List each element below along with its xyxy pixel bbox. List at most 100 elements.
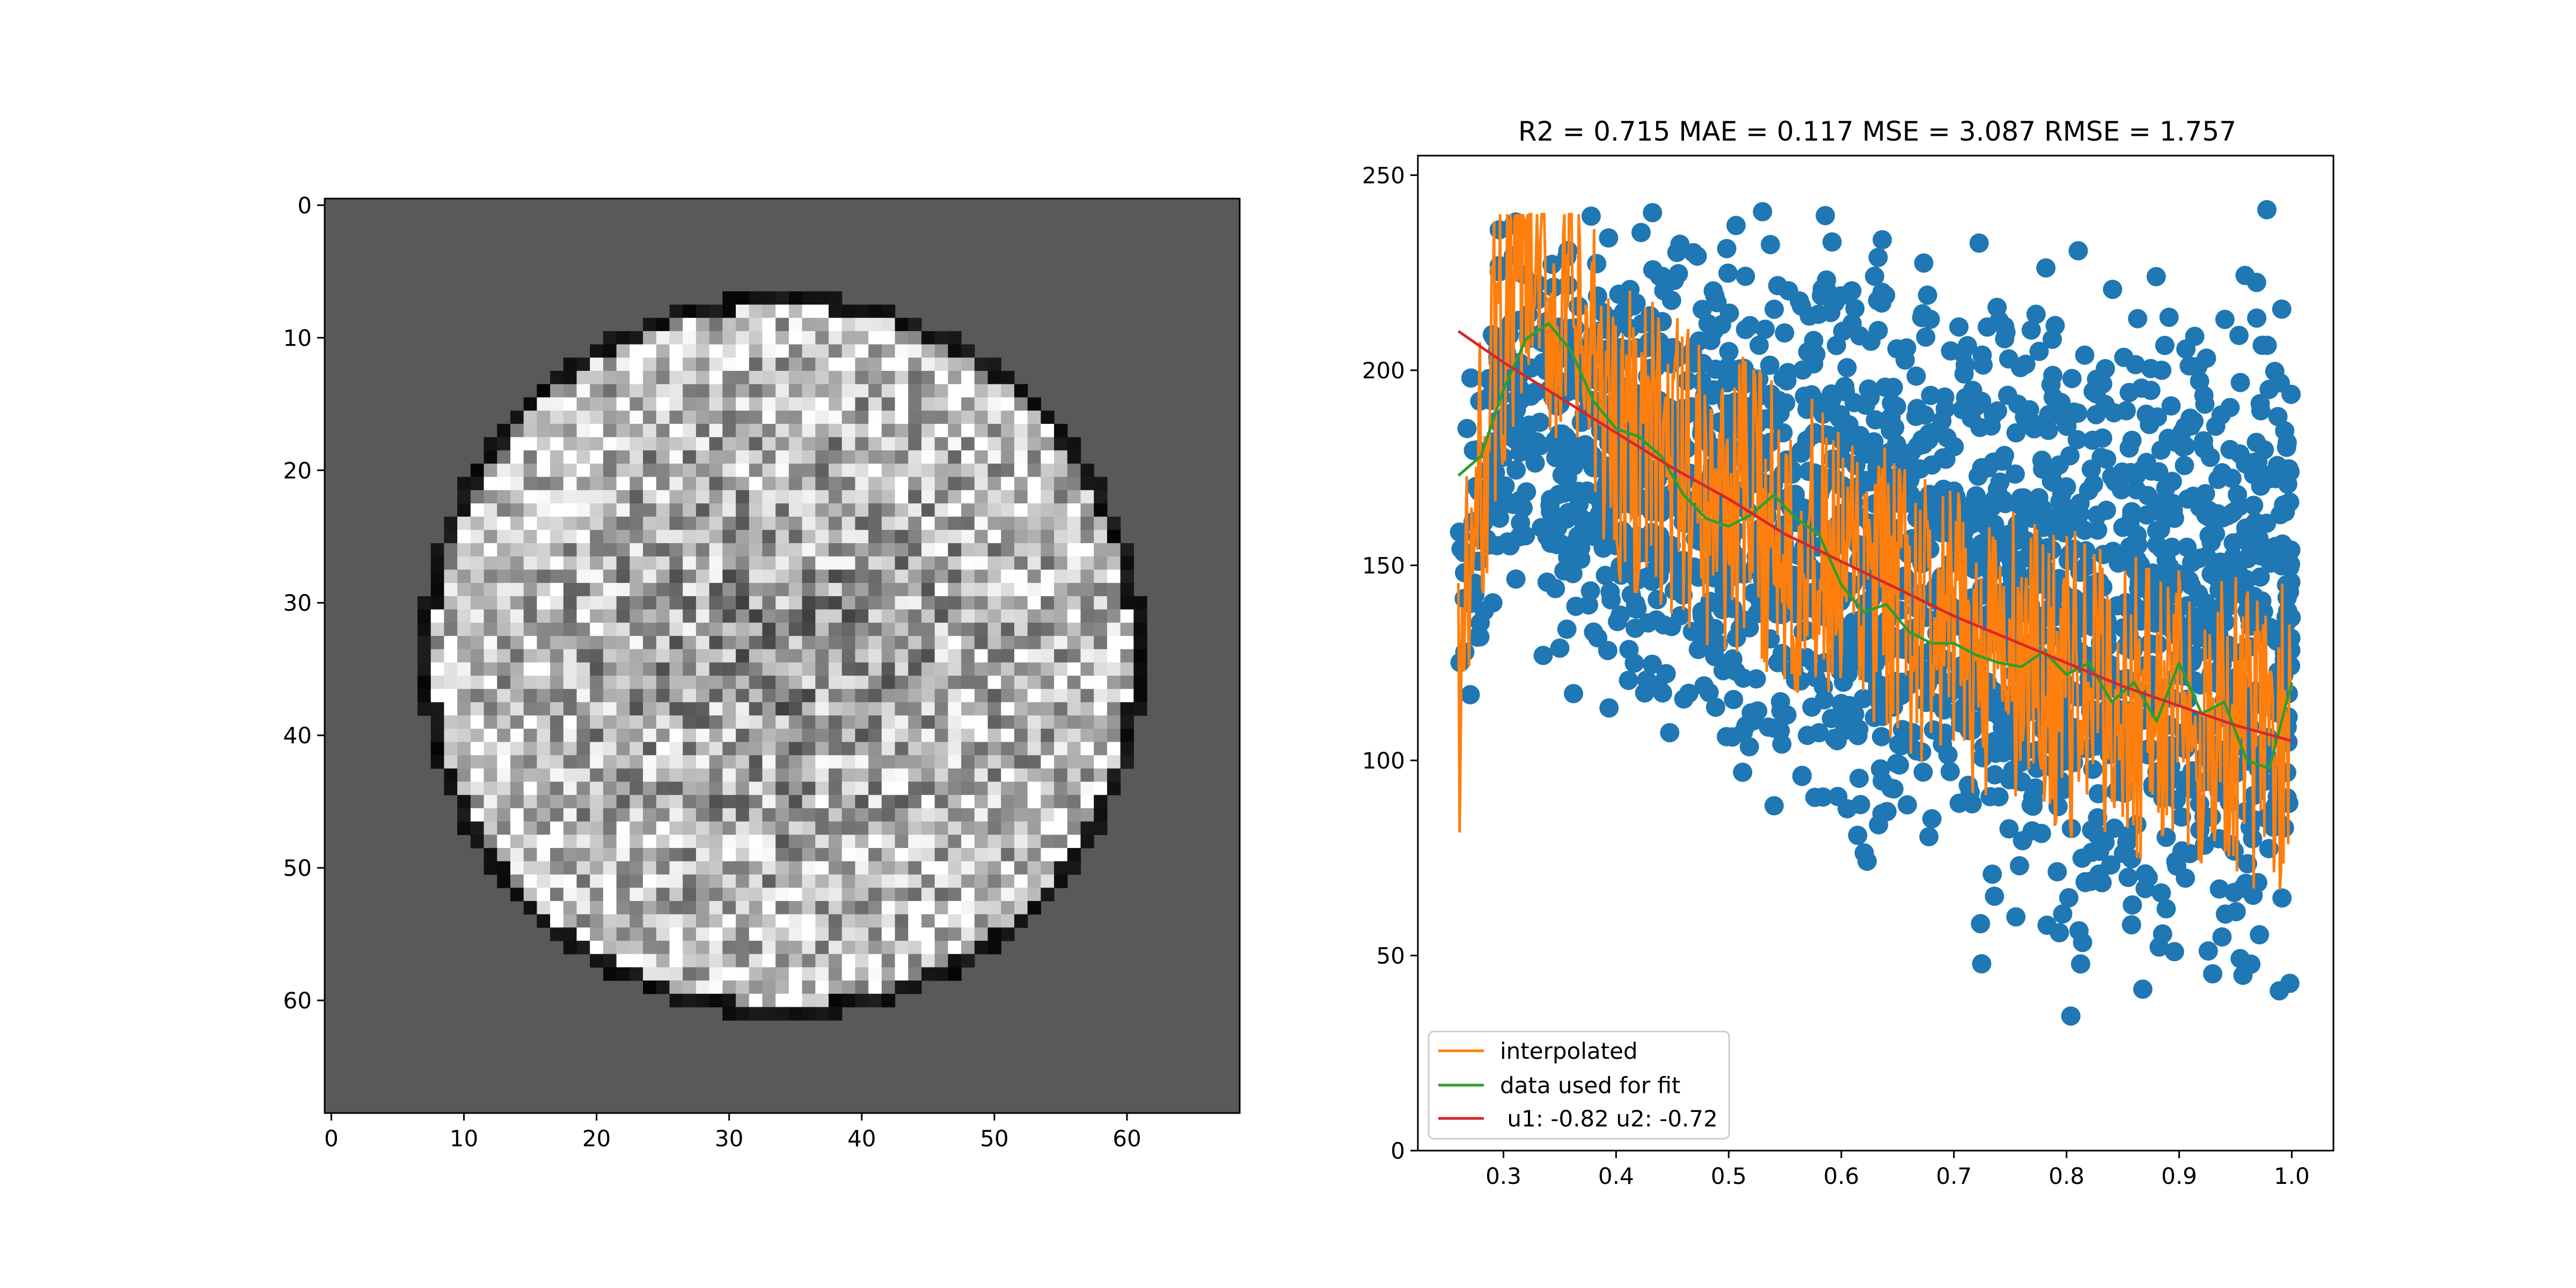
heatmap-cell (576, 662, 590, 676)
heatmap-cell (802, 345, 816, 358)
heatmap-cell (696, 689, 709, 702)
heatmap-cell (643, 596, 656, 610)
heatmap-cell (882, 715, 895, 729)
heatmap-cell (524, 822, 537, 835)
heatmap-cell (908, 384, 921, 398)
heatmap-cell (1121, 662, 1134, 676)
heatmap-cell (630, 636, 643, 649)
heatmap-cell (1054, 530, 1067, 543)
heatmap-cell (1080, 490, 1094, 503)
heatmap-cell (656, 490, 670, 503)
heatmap-cell (709, 861, 723, 875)
heatmap-cell (550, 636, 564, 649)
heatmap-cell (1121, 742, 1134, 756)
heatmap-cell (815, 742, 829, 756)
heatmap-cell (895, 742, 909, 756)
scatter-point (1701, 331, 1721, 350)
heatmap-cell (868, 357, 882, 371)
heatmap-cell (603, 769, 617, 782)
heatmap-cell (497, 742, 510, 756)
heatmap-cell (762, 901, 775, 914)
heatmap-cell (948, 583, 961, 596)
heatmap-cell (921, 424, 935, 437)
heatmap-cell (564, 517, 577, 530)
heatmap-cell (908, 450, 921, 464)
heatmap-cell (471, 636, 484, 649)
heatmap-cell (842, 967, 855, 980)
heatmap-cell (775, 795, 789, 808)
heatmap-cell (709, 649, 723, 663)
scatter-point (1865, 267, 1884, 286)
heatmap-cell (762, 954, 775, 968)
heatmap-cell (590, 941, 603, 954)
heatmap-cell (1014, 835, 1028, 848)
heatmap-cell (1054, 755, 1067, 769)
heatmap-cell (736, 874, 749, 888)
heatmap-cell (789, 517, 802, 530)
heatmap-cell (444, 623, 457, 636)
heatmap-cell (789, 557, 802, 570)
heatmap-cell (882, 305, 895, 318)
heatmap-cell (762, 662, 775, 676)
heatmap-cell (908, 345, 921, 358)
heatmap-cell (1067, 557, 1081, 570)
heatmap-cell (669, 357, 683, 371)
heatmap-cell (882, 649, 895, 663)
heatmap-cell (868, 305, 882, 318)
heatmap-cell (855, 357, 868, 371)
heatmap-cell (789, 676, 802, 689)
heatmap-cell (895, 662, 909, 676)
heatmap-cell (961, 715, 975, 729)
heatmap-cell (484, 503, 497, 517)
heatmap-cell (643, 397, 656, 411)
heatmap-cell (709, 610, 723, 623)
heatmap-cell (868, 411, 882, 424)
heatmap-cell (1121, 583, 1134, 596)
heatmap-cell (802, 397, 816, 411)
heatmap-cell (775, 808, 789, 822)
heatmap-cell (564, 503, 577, 517)
heatmap-cell (669, 994, 683, 1007)
heatmap-cell (789, 636, 802, 649)
heatmap-cells (325, 199, 1240, 1113)
heatmap-cell (1001, 715, 1014, 729)
heatmap-cell (802, 384, 816, 398)
heatmap-cell (643, 835, 656, 848)
heatmap-cell (484, 755, 497, 769)
heatmap-cell (961, 835, 975, 848)
heatmap-cell (709, 384, 723, 398)
heatmap-cell (789, 822, 802, 835)
scatter-point (1510, 527, 1529, 546)
scatter-point (1973, 355, 1993, 375)
heatmap-cell (1028, 822, 1041, 835)
heatmap-cell (1094, 649, 1107, 663)
heatmap-cell (1041, 808, 1054, 822)
heatmap-cell (882, 729, 895, 742)
scatter-point (2088, 506, 2107, 525)
heatmap-cell (988, 822, 1001, 835)
scatter-point (2244, 496, 2263, 515)
heatmap-cell (935, 874, 948, 888)
heatmap-cell (484, 835, 497, 848)
heatmap-cell (736, 623, 749, 636)
heatmap-cell (961, 437, 975, 451)
heatmap-cell (617, 397, 630, 411)
heatmap-cell (590, 437, 603, 451)
heatmap-cell (550, 583, 564, 596)
heatmap-cell (789, 914, 802, 928)
scatter-point (1805, 788, 1825, 807)
heatmap-cell (815, 888, 829, 901)
heatmap-cell (709, 662, 723, 676)
scatter-point (1760, 356, 1780, 375)
scatter-point (2196, 484, 2215, 503)
heatmap-cell (669, 782, 683, 795)
heatmap-cell (921, 610, 935, 623)
heatmap-cell (564, 848, 577, 861)
heatmap-cell (564, 662, 577, 676)
heatmap-cell (961, 411, 975, 424)
heatmap-cell (590, 662, 603, 676)
heatmap-cell (630, 914, 643, 928)
heatmap-cell (789, 755, 802, 769)
heatmap-cell (617, 583, 630, 596)
heatmap-cell (484, 742, 497, 756)
